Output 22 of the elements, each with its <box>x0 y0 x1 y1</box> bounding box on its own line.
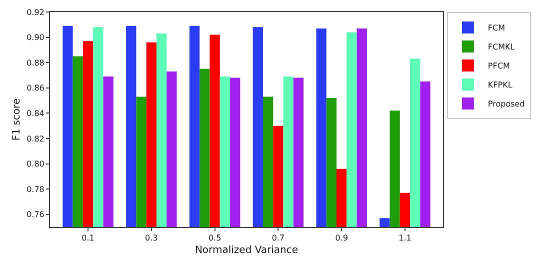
x-axis-title: Normalized Variance <box>194 245 298 256</box>
legend-label: KFPKL <box>488 80 513 90</box>
y-tick-label: 0.78 <box>26 184 44 194</box>
y-tick-label: 0.80 <box>26 160 44 169</box>
legend-label: FCM <box>488 24 506 33</box>
y-tick-label: 0.82 <box>26 134 44 144</box>
legend-label: Proposed <box>488 100 525 109</box>
y-tick-label: 0.88 <box>26 58 44 68</box>
y-axis-title: F1 score <box>12 98 23 141</box>
legend-label: PFCM <box>488 62 510 71</box>
y-tick-label: 0.90 <box>26 33 44 42</box>
y-tick-label: 0.84 <box>26 108 44 118</box>
y-tick-label: 0.92 <box>26 8 44 17</box>
y-tick-label: 0.76 <box>26 210 44 220</box>
legend-label: FCMKL <box>488 42 516 52</box>
x-tick-label: 0.7 <box>272 234 285 243</box>
x-tick-label: 0.9 <box>335 234 348 243</box>
x-tick-label: 0.5 <box>208 234 222 243</box>
x-tick-label: 1.1 <box>398 234 412 243</box>
x-tick-label: 0.3 <box>145 234 158 243</box>
x-tick-label: 0.1 <box>82 234 94 243</box>
y-tick-label: 0.86 <box>26 84 44 93</box>
